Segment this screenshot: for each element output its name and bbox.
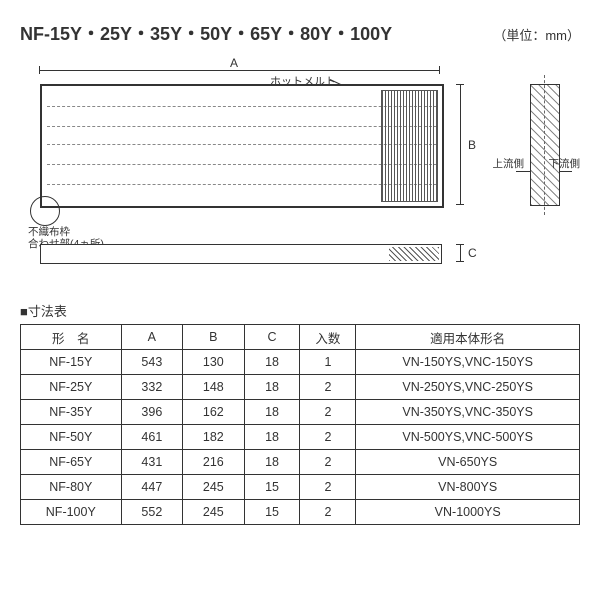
table-cell: 15	[244, 475, 300, 500]
table-cell: 2	[300, 500, 356, 525]
table-cell: VN-250YS,VNC-250YS	[356, 375, 580, 400]
table-cell: NF-80Y	[21, 475, 122, 500]
table-cell: VN-500YS,VNC-500YS	[356, 425, 580, 450]
table-cell: VN-800YS	[356, 475, 580, 500]
header: NF-15Y・25Y・35Y・50Y・65Y・80Y・100Y （単位：mm）	[20, 20, 580, 46]
table-cell: 245	[183, 475, 244, 500]
plan-view	[40, 84, 444, 208]
table-cell: NF-15Y	[21, 350, 122, 375]
column-header: 形 名	[21, 325, 122, 350]
dimension-table: 形 名ABC入数適用本体形名 NF-15Y543130181VN-150YS,V…	[20, 324, 580, 525]
hatch-zone	[381, 90, 438, 202]
table-cell: 431	[121, 450, 182, 475]
table-cell: 461	[121, 425, 182, 450]
table-cell: VN-150YS,VNC-150YS	[356, 350, 580, 375]
table-cell: 2	[300, 450, 356, 475]
table-cell: 245	[183, 500, 244, 525]
table-cell: 162	[183, 400, 244, 425]
column-header: 入数	[300, 325, 356, 350]
table-cell: 1	[300, 350, 356, 375]
table-row: NF-15Y543130181VN-150YS,VNC-150YS	[21, 350, 580, 375]
table-cell: 18	[244, 425, 300, 450]
column-header: B	[183, 325, 244, 350]
side-view	[40, 244, 442, 264]
dim-b-label: B	[468, 138, 476, 152]
table-cell: 18	[244, 450, 300, 475]
table-cell: 2	[300, 400, 356, 425]
table-cell: 2	[300, 475, 356, 500]
table-cell: 15	[244, 500, 300, 525]
table-cell: NF-100Y	[21, 500, 122, 525]
table-cell: 2	[300, 375, 356, 400]
dim-c-label: C	[468, 246, 477, 260]
table-cell: 148	[183, 375, 244, 400]
table-cell: 130	[183, 350, 244, 375]
table-row: NF-35Y396162182VN-350YS,VNC-350YS	[21, 400, 580, 425]
table-cell: 332	[121, 375, 182, 400]
table-cell: 543	[121, 350, 182, 375]
table-cell: VN-650YS	[356, 450, 580, 475]
corner-detail-circle	[30, 196, 60, 226]
end-view	[530, 84, 560, 206]
table-row: NF-100Y552245152VN-1000YS	[21, 500, 580, 525]
table-title: ■寸法表	[20, 301, 580, 320]
table-cell: 447	[121, 475, 182, 500]
column-header: 適用本体形名	[356, 325, 580, 350]
unit-label: （単位：mm）	[493, 25, 580, 44]
table-row: NF-80Y447245152VN-800YS	[21, 475, 580, 500]
upstream-label: 上流側	[493, 156, 525, 171]
table-cell: 18	[244, 375, 300, 400]
table-row: NF-25Y332148182VN-250YS,VNC-250YS	[21, 375, 580, 400]
table-row: NF-65Y431216182VN-650YS	[21, 450, 580, 475]
table-cell: NF-35Y	[21, 400, 122, 425]
table-cell: NF-50Y	[21, 425, 122, 450]
table-cell: VN-350YS,VNC-350YS	[356, 400, 580, 425]
table-cell: 182	[183, 425, 244, 450]
column-header: C	[244, 325, 300, 350]
technical-diagram: A ホットメルト B 不織布枠 合わせ部(4ヵ所) C 上流側 下流側	[20, 56, 580, 286]
downstream-label: 下流側	[549, 156, 581, 171]
column-header: A	[121, 325, 182, 350]
table-cell: NF-25Y	[21, 375, 122, 400]
table-cell: VN-1000YS	[356, 500, 580, 525]
table-cell: 396	[121, 400, 182, 425]
table-cell: 216	[183, 450, 244, 475]
table-cell: 18	[244, 350, 300, 375]
table-cell: 552	[121, 500, 182, 525]
table-cell: 2	[300, 425, 356, 450]
dim-a-label: A	[230, 56, 238, 70]
page-title: NF-15Y・25Y・35Y・50Y・65Y・80Y・100Y	[20, 20, 392, 46]
table-cell: NF-65Y	[21, 450, 122, 475]
table-cell: 18	[244, 400, 300, 425]
table-row: NF-50Y461182182VN-500YS,VNC-500YS	[21, 425, 580, 450]
